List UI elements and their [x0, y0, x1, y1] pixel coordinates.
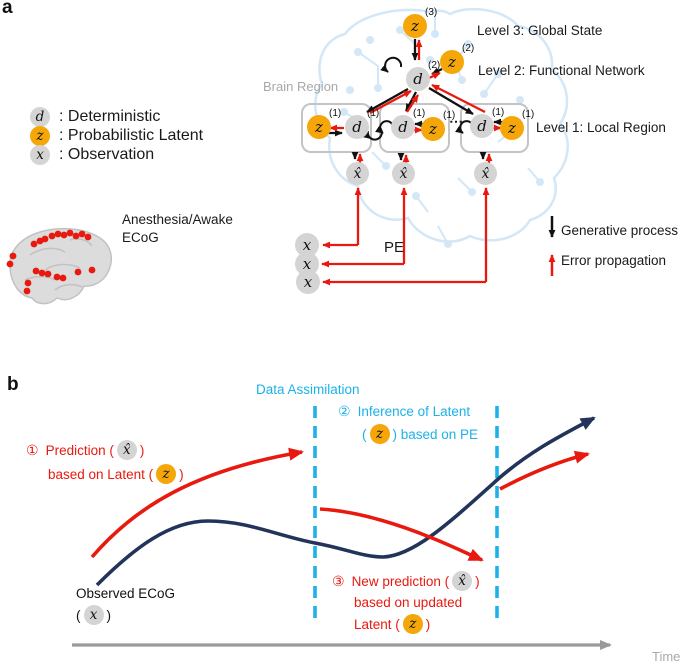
node-xhat-1: x̂	[346, 162, 369, 185]
node-z1-region1: z (1)	[307, 108, 341, 139]
z-chip: z	[156, 464, 177, 484]
observed-ecog-label: Observed ECoG ( x )	[76, 586, 176, 625]
pe-label: PE	[384, 239, 405, 256]
data-assimilation-title: Data Assimilation	[256, 382, 360, 397]
brain-circuit-watermark	[314, 7, 569, 248]
x-node-symbol: x	[30, 145, 50, 165]
ecog-caption-line1: Anesthesia/Awake	[122, 212, 233, 227]
legend-probabilistic-latent: z : Probabilistic Latent	[30, 126, 203, 146]
step3-number: ③	[332, 572, 345, 589]
xhat-chip: x̂	[116, 440, 137, 460]
step1-number: ①	[26, 441, 39, 458]
node-d1-region1: d (1)	[345, 108, 379, 139]
step3-annotation: ③ New prediction ( x̂ ) based on updated…	[332, 571, 480, 634]
electrode-dots	[6, 229, 96, 295]
node-z3: z (3)	[403, 7, 437, 38]
time-axis-label: Time	[652, 649, 681, 664]
panel-a-label: a	[2, 0, 13, 18]
node-xhat-2: x̂	[392, 162, 415, 185]
node-d1-region3: d (1)	[470, 107, 504, 138]
panel-b-label: b	[7, 374, 19, 395]
node-z1-region2: z (1)	[421, 110, 455, 141]
assimilation-dashed-lines	[313, 406, 499, 622]
observed-ecog-curve	[95, 416, 596, 587]
node-x-3: x	[296, 270, 320, 294]
level-1-label: Level 1: Local Region	[536, 120, 666, 135]
step2-annotation: ② Inference of Latent ( z ) based on PE	[338, 403, 479, 444]
ecog-brain-image	[6, 227, 113, 305]
step2-number: ②	[338, 403, 351, 419]
level-3-label: Level 3: Global State	[477, 23, 603, 38]
d-node-symbol: d	[30, 107, 50, 127]
node-xhat-3: x̂	[474, 162, 497, 185]
legend-observation-label: : Observation	[59, 146, 155, 163]
prediction-curves	[90, 447, 590, 562]
z-node-symbol: z	[30, 126, 50, 146]
brain-region-label: Brain Region	[263, 79, 339, 94]
error-propagation-arrows	[321, 39, 556, 286]
node-z1-region3: z (1)	[500, 109, 534, 140]
step1-annotation: ① Prediction ( x̂ ) based on Latent ( z …	[26, 440, 184, 484]
node-d1-region2: d (1)	[391, 108, 425, 139]
legend-deterministic-label: : Deterministic	[59, 108, 161, 125]
z-chip: z	[369, 424, 390, 444]
xhat-chip: x̂	[452, 571, 473, 591]
ecog-caption-line2: ECoG	[122, 230, 159, 245]
legend-probabilistic-label: : Probabilistic Latent	[59, 127, 204, 144]
error-propagation-label: Error propagation	[561, 253, 667, 268]
level-2-label: Level 2: Functional Network	[478, 63, 645, 78]
z-chip: z	[402, 614, 423, 634]
ellipsis: ⋯	[449, 113, 463, 129]
generative-process-label: Generative process	[561, 223, 679, 238]
x-chip: x	[83, 605, 104, 625]
node-d2: d (2)	[406, 60, 440, 91]
legend-deterministic: d : Deterministic	[30, 107, 160, 127]
node-z2: z (2)	[440, 43, 474, 74]
legend-observation: x : Observation	[30, 145, 154, 165]
